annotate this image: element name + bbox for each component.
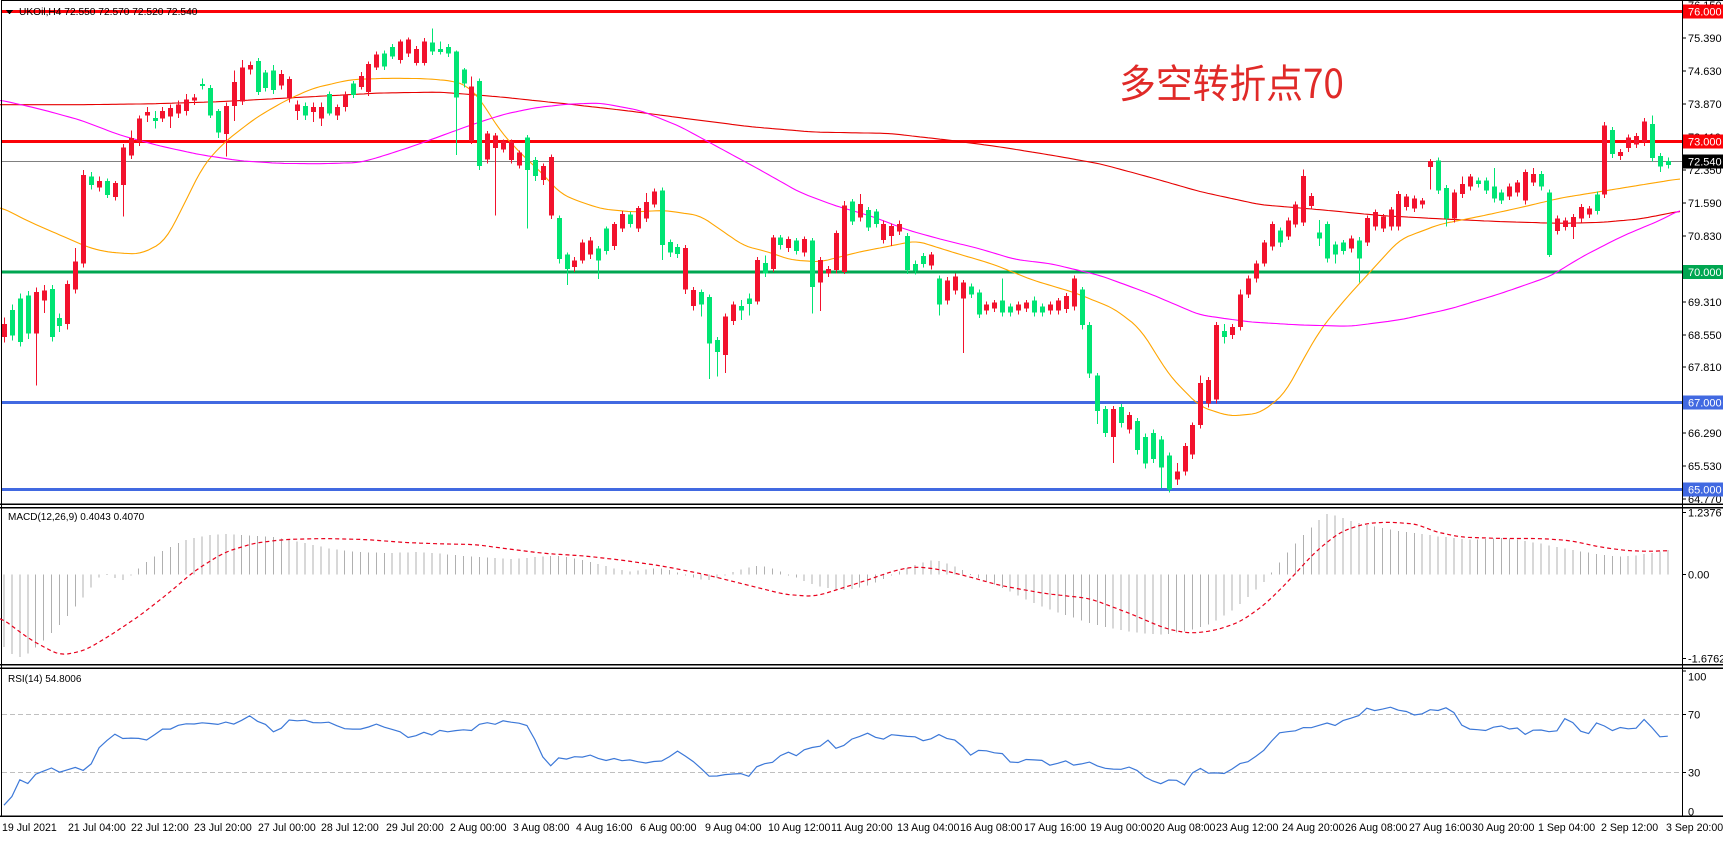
- svg-text:1.2376: 1.2376: [1688, 508, 1722, 520]
- svg-text:67.000: 67.000: [1688, 397, 1722, 409]
- svg-text:0: 0: [1688, 807, 1694, 819]
- svg-text:19 Jul 2021: 19 Jul 2021: [2, 822, 57, 834]
- svg-text:4 Aug 16:00: 4 Aug 16:00: [576, 822, 633, 834]
- svg-text:75.390: 75.390: [1688, 33, 1722, 45]
- svg-text:13 Aug 04:00: 13 Aug 04:00: [897, 822, 960, 834]
- svg-text:3 Sep 20:00: 3 Sep 20:00: [1666, 822, 1723, 834]
- svg-text:6 Aug 00:00: 6 Aug 00:00: [640, 822, 697, 834]
- svg-text:70.830: 70.830: [1688, 231, 1722, 243]
- svg-text:76.000: 76.000: [1688, 6, 1722, 18]
- svg-text:69.310: 69.310: [1688, 297, 1722, 309]
- svg-text:MACD(12,26,9) 0.4043 0.4070: MACD(12,26,9) 0.4043 0.4070: [8, 512, 145, 523]
- svg-text:RSI(14) 54.8006: RSI(14) 54.8006: [8, 674, 82, 685]
- svg-text:27 Jul 00:00: 27 Jul 00:00: [258, 822, 316, 834]
- svg-text:23 Jul 20:00: 23 Jul 20:00: [194, 822, 252, 834]
- svg-text:73.000: 73.000: [1688, 137, 1722, 149]
- svg-text:3 Aug 08:00: 3 Aug 08:00: [513, 822, 570, 834]
- svg-text:2 Sep 12:00: 2 Sep 12:00: [1601, 822, 1658, 834]
- svg-text:29 Jul 20:00: 29 Jul 20:00: [386, 822, 444, 834]
- svg-text:71.590: 71.590: [1688, 198, 1722, 210]
- svg-text:70: 70: [1688, 710, 1700, 722]
- svg-text:30 Aug 20:00: 30 Aug 20:00: [1472, 822, 1535, 834]
- svg-text:30: 30: [1688, 768, 1700, 780]
- svg-text:64.770: 64.770: [1688, 494, 1722, 506]
- svg-text:74.630: 74.630: [1688, 66, 1722, 78]
- svg-text:73.870: 73.870: [1688, 99, 1722, 111]
- svg-text:1 Sep 04:00: 1 Sep 04:00: [1538, 822, 1595, 834]
- svg-text:UKOil,H4 72.550 72.570 72.520: UKOil,H4 72.550 72.570 72.520 72.540: [19, 7, 198, 18]
- svg-text:20 Aug 08:00: 20 Aug 08:00: [1153, 822, 1216, 834]
- svg-text:22 Jul 12:00: 22 Jul 12:00: [131, 822, 189, 834]
- svg-text:28 Jul 12:00: 28 Jul 12:00: [321, 822, 379, 834]
- svg-text:19 Aug 00:00: 19 Aug 00:00: [1090, 822, 1153, 834]
- svg-text:0.00: 0.00: [1688, 570, 1709, 582]
- svg-text:-1.6762: -1.6762: [1688, 653, 1723, 665]
- svg-text:68.550: 68.550: [1688, 330, 1722, 342]
- svg-text:21 Jul 04:00: 21 Jul 04:00: [68, 822, 126, 834]
- svg-text:9 Aug 04:00: 9 Aug 04:00: [705, 822, 762, 834]
- svg-text:26 Aug 08:00: 26 Aug 08:00: [1345, 822, 1408, 834]
- svg-text:27 Aug 16:00: 27 Aug 16:00: [1409, 822, 1472, 834]
- svg-text:65.000: 65.000: [1688, 484, 1722, 496]
- svg-text:24 Aug 20:00: 24 Aug 20:00: [1282, 822, 1345, 834]
- svg-text:72.540: 72.540: [1688, 157, 1722, 169]
- svg-text:23 Aug 12:00: 23 Aug 12:00: [1216, 822, 1279, 834]
- svg-text:65.530: 65.530: [1688, 461, 1722, 473]
- svg-text:2 Aug 00:00: 2 Aug 00:00: [450, 822, 507, 834]
- svg-text:100: 100: [1688, 672, 1706, 684]
- svg-text:11 Aug 20:00: 11 Aug 20:00: [831, 822, 893, 834]
- svg-text:70.000: 70.000: [1688, 267, 1722, 279]
- svg-text:17 Aug 16:00: 17 Aug 16:00: [1024, 822, 1087, 834]
- svg-text:10 Aug 12:00: 10 Aug 12:00: [768, 822, 831, 834]
- svg-text:67.810: 67.810: [1688, 362, 1722, 374]
- svg-text:66.290: 66.290: [1688, 428, 1722, 440]
- svg-text:16 Aug 08:00: 16 Aug 08:00: [960, 822, 1023, 834]
